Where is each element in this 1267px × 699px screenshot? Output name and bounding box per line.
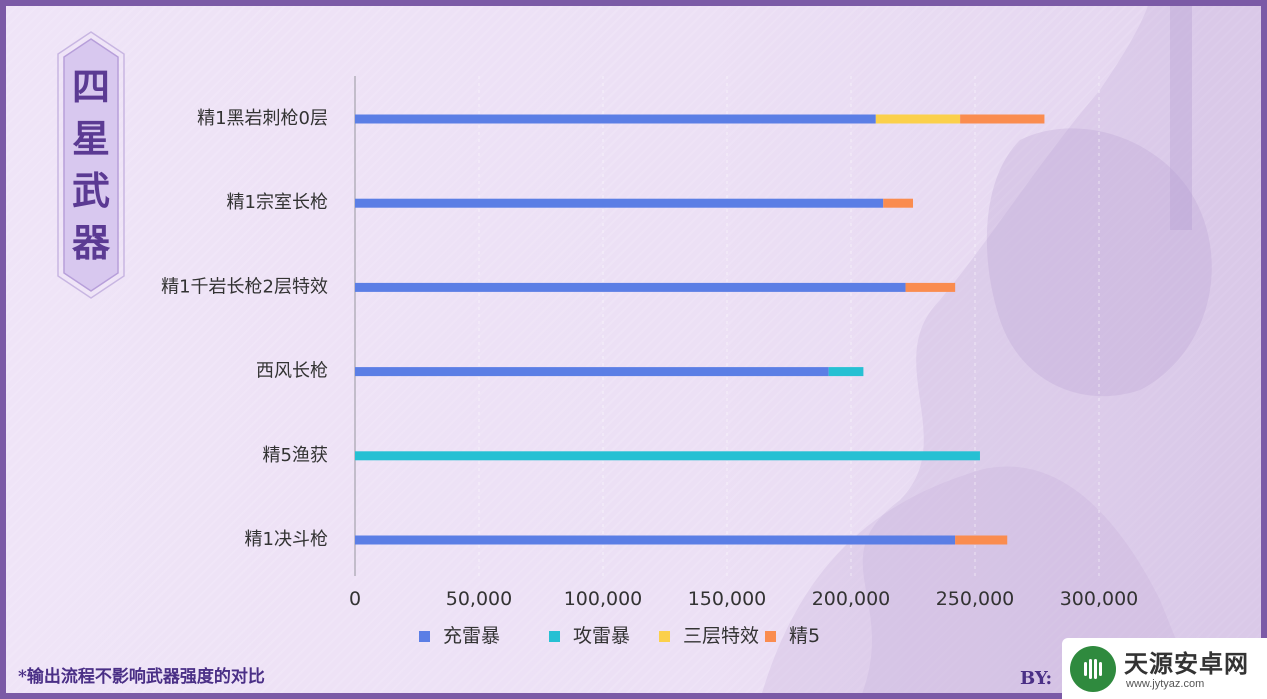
x-tick-label: 300,000 [1060,588,1139,610]
bar-segment [828,367,864,377]
bar-segment [355,282,906,292]
bar-segment [355,114,876,124]
bar-segment [355,535,956,545]
hexagon-frame-icon [57,31,125,299]
bar-segment [355,367,829,377]
legend-label: 三层特效 [683,625,759,647]
legend-label: 充雷暴 [443,625,500,647]
legend-label: 攻雷暴 [573,625,630,647]
category-badge: 四 星 武 器 [56,30,126,300]
bar-segment [883,198,913,208]
category-label: 精5渔获 [263,445,328,466]
badge-title: 四 星 武 器 [56,30,126,300]
x-tick-label: 0 [349,588,361,610]
category-label: 精1千岩长枪2层特效 [161,276,328,297]
x-tick-label: 200,000 [812,588,891,610]
footnote: *输出流程不影响武器强度的对比 [18,667,265,687]
legend-swatch [765,631,776,642]
watermark-title: 天源安卓网 [1124,650,1249,678]
badge-char: 武 [71,168,110,213]
site-watermark: 天源安卓网 www.jytyaz.com [1062,638,1267,699]
category-label: 精1黑岩刺枪0层 [197,108,328,129]
bar-segment [875,114,961,124]
badge-char: 星 [71,116,110,161]
category-label: 精1宗室长枪 [227,192,328,213]
legend-label: 精5 [789,625,820,647]
bar-segment [355,198,884,208]
category-label: 精1决斗枪 [245,529,328,550]
category-label: 西风长枪 [256,361,328,382]
bar-segment [355,451,980,461]
badge-char: 器 [71,220,110,265]
x-tick-label: 100,000 [564,588,643,610]
android-logo-icon [1070,646,1116,692]
x-tick-label: 150,000 [688,588,767,610]
bar-segment [960,114,1045,124]
legend-swatch [659,631,670,642]
badge-char: 四 [71,64,110,109]
bar-segment [905,282,956,292]
x-tick-label: 50,000 [446,588,512,610]
legend-swatch [419,631,430,642]
legend-swatch [549,631,560,642]
bar-segment [955,535,1008,545]
watermark-url: www.jytyaz.com [1126,678,1205,690]
x-tick-label: 250,000 [936,588,1015,610]
byline: BY: [1020,668,1053,689]
